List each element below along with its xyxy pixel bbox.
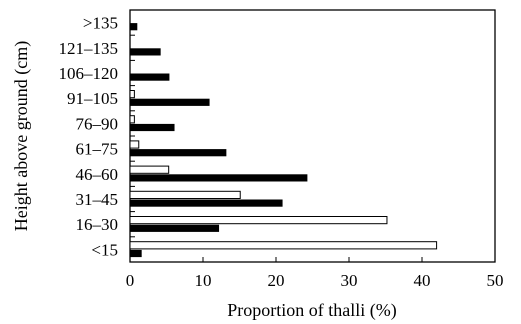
y-axis-title: Height above ground (cm) xyxy=(11,41,32,231)
bar-filled xyxy=(130,23,138,31)
bar-filled xyxy=(130,123,175,132)
bar-filled xyxy=(130,224,220,232)
x-tick-label: 40 xyxy=(414,271,431,290)
y-category-label: 91–105 xyxy=(67,89,118,108)
y-axis-categories: <15 16–30 31–45 46–60 61–75 76–90 91–105 106–12… xyxy=(59,14,135,259)
y-category-label: 121–135 xyxy=(59,39,119,58)
bar-open xyxy=(129,115,135,124)
bar-open xyxy=(129,190,241,200)
bar-open xyxy=(129,216,388,225)
bar-filled xyxy=(130,73,170,81)
bar-filled xyxy=(130,174,308,182)
x-axis-ticks: 0 10 20 30 40 50 xyxy=(126,257,504,290)
y-category-label: 16–30 xyxy=(76,215,119,234)
y-category-label: 76–90 xyxy=(76,114,119,133)
bar-filled xyxy=(130,149,227,157)
bars xyxy=(129,23,438,258)
y-category-label: >135 xyxy=(83,14,118,33)
bar-open xyxy=(129,140,140,149)
x-tick-label: 20 xyxy=(268,271,285,290)
y-category-label: <15 xyxy=(91,240,118,259)
y-category-label: 46–60 xyxy=(76,165,119,184)
x-tick-label: 50 xyxy=(487,271,504,290)
y-category-label: 106–120 xyxy=(59,64,119,83)
bar-open xyxy=(129,165,170,174)
x-tick-label: 0 xyxy=(126,271,135,290)
bar-filled xyxy=(130,199,283,207)
bar-open xyxy=(129,241,438,250)
x-axis-title: Proportion of thalli (%) xyxy=(227,300,396,321)
bar-filled xyxy=(130,48,161,56)
bar-filled xyxy=(130,98,210,106)
y-category-label: 61–75 xyxy=(76,140,119,159)
bar-filled xyxy=(130,249,142,258)
x-tick-label: 10 xyxy=(195,271,212,290)
x-tick-label: 30 xyxy=(341,271,358,290)
bar-open xyxy=(129,90,135,99)
y-category-label: 31–45 xyxy=(76,190,119,209)
